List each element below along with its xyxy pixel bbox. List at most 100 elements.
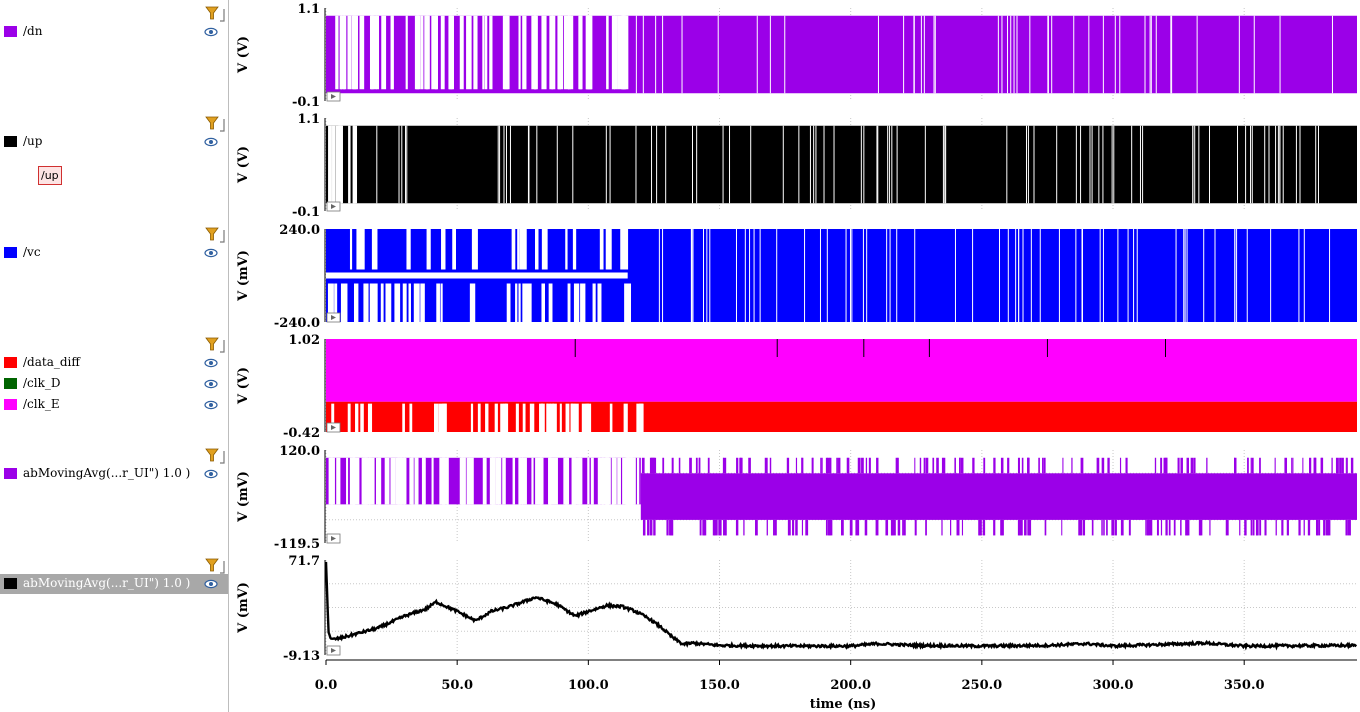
- level-burst: [1234, 457, 1237, 474]
- plot-panel-1[interactable]: 1.1 -0.1 V (V): [236, 112, 1357, 220]
- signal-gap: [552, 403, 557, 432]
- signal-gap: [491, 457, 496, 505]
- plot-panel-3[interactable]: 1.02 -0.42 V (V): [236, 333, 1357, 441]
- level-burst: [1320, 457, 1324, 474]
- level-burst: [766, 519, 768, 536]
- signal-gap: [1102, 125, 1104, 204]
- filter-icon[interactable]: [204, 5, 226, 23]
- filter-icon[interactable]: [204, 336, 226, 354]
- expand-arrow-icon[interactable]: [326, 422, 341, 433]
- eye-icon[interactable]: [204, 135, 218, 149]
- legend-row-data_diff[interactable]: /data_diff: [0, 353, 228, 373]
- expand-arrow-icon[interactable]: [326, 533, 341, 544]
- level-burst: [689, 457, 692, 474]
- signal-gap: [599, 229, 604, 270]
- level-burst: [1345, 519, 1348, 536]
- signal-gap: [1317, 125, 1319, 204]
- signal-gap: [692, 125, 694, 204]
- level-burst: [1007, 457, 1010, 474]
- signal-gap: [681, 15, 683, 94]
- legend-row-avg1[interactable]: abMovingAvg(...r_UI") 1.0 ): [0, 464, 228, 484]
- level-burst: [1080, 457, 1084, 474]
- level-burst: [774, 519, 777, 536]
- eye-icon[interactable]: [204, 577, 218, 591]
- legend-row-clk_E[interactable]: /clk_E: [0, 395, 228, 415]
- plot-panel-0[interactable]: 1.1 -0.1 V (V): [236, 2, 1357, 110]
- level-burst: [812, 457, 814, 474]
- signal-gap: [1298, 229, 1300, 322]
- plot-panel-4[interactable]: 120.0 -119.5 V (mV): [236, 444, 1357, 552]
- signal-gap: [622, 457, 626, 505]
- signal-gap: [601, 457, 607, 505]
- filter-icon[interactable]: [204, 226, 226, 244]
- signal-gap: [567, 283, 571, 322]
- legend-row-avg2[interactable]: abMovingAvg(...r_UI") 1.0 ): [0, 574, 228, 594]
- signal-band-clk_E: [326, 339, 1357, 402]
- signal-gap: [635, 125, 637, 204]
- eye-icon[interactable]: [204, 25, 218, 39]
- signal-gap: [505, 125, 507, 204]
- level-burst: [662, 457, 665, 474]
- signal-gap: [1073, 15, 1075, 94]
- filter-icon[interactable]: [204, 447, 226, 465]
- eye-icon[interactable]: [204, 246, 218, 260]
- signal-gap: [923, 15, 925, 94]
- expand-arrow-icon[interactable]: [326, 312, 341, 323]
- signal-gap: [586, 403, 592, 432]
- signal-gap: [1175, 229, 1177, 322]
- eye-icon[interactable]: [204, 356, 218, 370]
- level-burst: [670, 519, 674, 536]
- legend-row-dn[interactable]: /dn: [0, 22, 228, 42]
- signal-gap: [394, 283, 401, 322]
- signal-gap: [549, 403, 555, 432]
- level-burst: [1027, 457, 1029, 474]
- signal-gap: [406, 125, 408, 204]
- signal-gap: [563, 457, 567, 505]
- expand-triangle: [331, 536, 336, 541]
- signal-gap: [502, 15, 509, 90]
- signal-gap: [1331, 15, 1333, 94]
- signal-gap: [466, 457, 470, 505]
- expand-arrow-icon[interactable]: [326, 91, 341, 102]
- level-burst: [1244, 519, 1247, 536]
- up-marker-tag[interactable]: /up: [38, 166, 62, 185]
- eye-icon[interactable]: [204, 467, 218, 481]
- signal-gap: [1250, 125, 1252, 204]
- signal-gap: [402, 283, 407, 322]
- signal-gap: [420, 283, 425, 322]
- level-burst: [748, 457, 751, 474]
- level-burst: [787, 519, 791, 536]
- level-burst: [932, 457, 935, 474]
- signal-gap: [452, 229, 456, 270]
- legend-row-clk_D[interactable]: /clk_D: [0, 374, 228, 394]
- legend-row-up[interactable]: /up: [0, 132, 228, 152]
- level-burst: [1274, 457, 1276, 474]
- level-burst: [857, 519, 860, 536]
- plot-panel-5[interactable]: 71.7 -9.13 V (mV): [236, 554, 1358, 664]
- eye-icon[interactable]: [204, 377, 218, 391]
- eye-icon[interactable]: [204, 398, 218, 412]
- color-swatch: [4, 247, 17, 258]
- filter-icon[interactable]: [204, 115, 226, 133]
- filter-icon[interactable]: [204, 557, 226, 575]
- signal-gap: [359, 15, 365, 90]
- level-burst: [827, 457, 830, 474]
- expand-arrow-icon[interactable]: [326, 645, 341, 656]
- x-tick-label: 0.0: [315, 678, 338, 693]
- level-burst: [956, 519, 960, 536]
- signal-gap: [571, 457, 576, 505]
- level-burst: [1156, 519, 1159, 536]
- signal-gap: [662, 15, 664, 94]
- level-burst: [960, 457, 964, 474]
- expand-triangle: [331, 94, 336, 99]
- level-burst: [885, 519, 889, 536]
- signal-gap: [527, 125, 529, 204]
- plot-panel-2[interactable]: 240.0 -240.0 V (mV): [236, 223, 1357, 331]
- y-tick-bottom: -119.5: [274, 537, 320, 552]
- level-burst: [702, 519, 705, 536]
- legend-row-vc[interactable]: /vc: [0, 243, 228, 263]
- level-burst: [1259, 519, 1262, 536]
- expand-arrow-icon[interactable]: [326, 201, 341, 212]
- level-burst: [1187, 519, 1190, 536]
